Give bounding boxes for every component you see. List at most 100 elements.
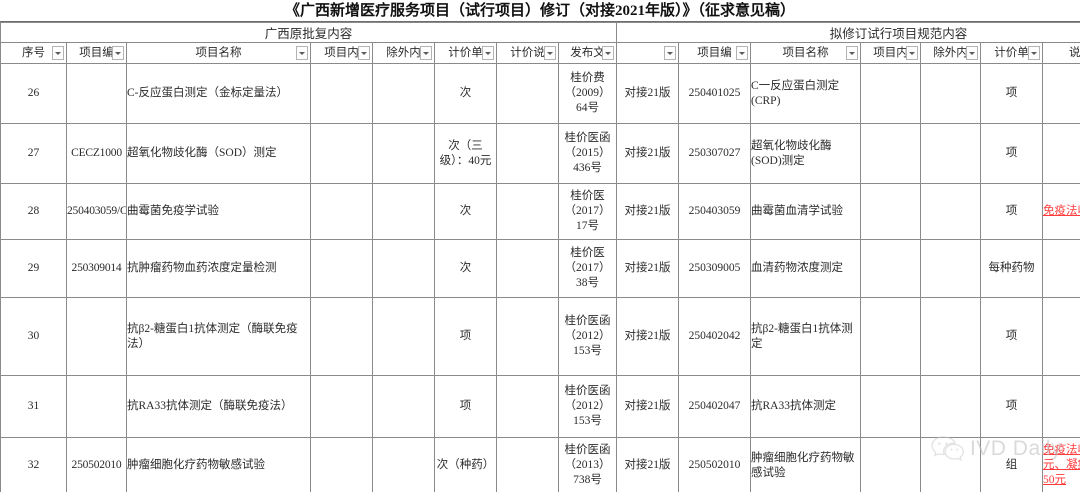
group-header-row: 广西原批复内容 拟修订试行项目规范内容 bbox=[0, 22, 1080, 43]
cell-right-unit: 项 bbox=[980, 183, 1044, 240]
cell-right-version: 对接21版 bbox=[616, 183, 680, 240]
cell-right-unit: 组 bbox=[980, 437, 1044, 492]
cell-seq: 31 bbox=[0, 375, 67, 438]
cell-left-content bbox=[310, 297, 373, 376]
cell-left-pricenote bbox=[496, 63, 559, 124]
cell-left-exclusion bbox=[372, 123, 435, 184]
price-item-table: 广西原批复内容 拟修订试行项目规范内容 序号 项目编 项目名称 项目内 除外内 计价单 计价说 发… bbox=[0, 22, 1080, 492]
col-right-exclusion: 除外内 bbox=[920, 42, 982, 64]
col-left-code-label: 项目编 bbox=[79, 46, 114, 59]
cell-right-name: 血清药物浓度测定 bbox=[750, 239, 862, 298]
cell-right-name: 抗RA33抗体测定 bbox=[750, 375, 862, 438]
col-right-content: 项目内 bbox=[860, 42, 922, 64]
filter-dropdown-icon[interactable] bbox=[482, 46, 494, 60]
col-right-name: 项目名称 bbox=[750, 42, 862, 64]
cell-right-unit: 每种药物 bbox=[980, 239, 1044, 298]
cell-left-content bbox=[310, 63, 373, 124]
cell-right-version: 对接21版 bbox=[616, 239, 680, 298]
cell-right-name: C一反应蛋白测定(CRP) bbox=[750, 63, 862, 124]
cell-left-code: CECZ1000 bbox=[66, 123, 127, 184]
cell-right-code: 250402042 bbox=[678, 297, 752, 376]
cell-left-unit: 次（三级）：40元 bbox=[434, 123, 497, 184]
filter-dropdown-icon[interactable] bbox=[664, 46, 677, 60]
cell-seq: 27 bbox=[0, 123, 67, 184]
cell-right-content bbox=[860, 183, 922, 240]
cell-right-content bbox=[860, 375, 922, 438]
cell-right-code: 250307027 bbox=[678, 123, 752, 184]
cell-left-name: 超氧化物歧化酶（SOD）测定 bbox=[126, 123, 311, 184]
cell-right-version: 对接21版 bbox=[616, 437, 680, 492]
cell-right-note bbox=[1042, 375, 1080, 438]
col-left-name-label: 项目名称 bbox=[195, 46, 242, 59]
cell-left-code: 250502010 bbox=[66, 437, 127, 492]
cell-left-pricenote bbox=[496, 375, 559, 438]
cell-left-code bbox=[66, 63, 127, 124]
cell-left-content bbox=[310, 437, 373, 492]
red-annotation: 免疫法收56元、凝集法收50元 bbox=[1043, 444, 1080, 486]
table-row: 31 抗RA33抗体测定（酶联免疫法）项桂价医函（2012）153号 对接21版 25… bbox=[0, 375, 1080, 438]
col-seq: 序号 bbox=[0, 42, 67, 64]
table-row: 32 250502010 肿瘤细胞化疗药物敏感试验 次（种药） 桂价医函（2013）73… bbox=[0, 437, 1080, 492]
cell-left-name: 抗RA33抗体测定（酶联免疫法） bbox=[126, 375, 311, 438]
cell-left-code bbox=[66, 297, 127, 376]
cell-seq: 26 bbox=[0, 63, 67, 124]
cell-left-docno: 桂价医函（2013）738号 bbox=[557, 437, 618, 492]
filter-dropdown-icon[interactable] bbox=[420, 46, 432, 60]
cell-right-content bbox=[860, 297, 922, 376]
cell-left-content bbox=[310, 375, 373, 438]
cell-left-name: 肿瘤细胞化疗药物敏感试验 bbox=[126, 437, 311, 492]
cell-left-docno: 桂价医函（2015）436号 bbox=[557, 123, 618, 184]
cell-right-content bbox=[860, 123, 922, 184]
cell-left-exclusion bbox=[372, 239, 435, 298]
col-right-code-label: 项目编 bbox=[697, 46, 732, 59]
filter-dropdown-icon[interactable] bbox=[736, 46, 749, 60]
cell-right-name: 抗β2-糖蛋白1抗体测定 bbox=[750, 297, 862, 376]
filter-dropdown-icon[interactable] bbox=[296, 46, 308, 60]
col-right-note: 说明 bbox=[1042, 42, 1080, 64]
cell-right-exclusion bbox=[920, 63, 982, 124]
cell-left-pricenote bbox=[496, 239, 559, 298]
cell-right-exclusion bbox=[920, 239, 982, 298]
cell-right-name: 曲霉菌血清学试验 bbox=[750, 183, 862, 240]
cell-right-unit: 项 bbox=[980, 63, 1044, 124]
cell-left-name: C-反应蛋白测定（金标定量法） bbox=[126, 63, 311, 124]
filter-dropdown-icon[interactable] bbox=[906, 46, 919, 60]
cell-right-version: 对接21版 bbox=[616, 63, 680, 124]
col-left-content-label: 项目内 bbox=[324, 46, 359, 59]
col-left-exclusion-label: 除外内 bbox=[386, 46, 421, 59]
col-right-exclusion-label: 除外内 bbox=[933, 46, 968, 59]
cell-right-name: 肿瘤细胞化疗药物敏感试验 bbox=[750, 437, 862, 492]
col-right-version bbox=[616, 42, 680, 64]
col-left-docno: 发布文 bbox=[557, 42, 618, 64]
col-right-code: 项目编 bbox=[678, 42, 752, 64]
cell-left-unit: 项 bbox=[434, 375, 497, 438]
cell-seq: 32 bbox=[0, 437, 67, 492]
col-right-unit: 计价单 bbox=[980, 42, 1044, 64]
table-row: 29 250309014 抗肿瘤药物血药浓度定量检测 次 桂价医（2017）38号 对接2… bbox=[0, 239, 1080, 298]
cell-right-unit: 项 bbox=[980, 375, 1044, 438]
filter-dropdown-icon[interactable] bbox=[966, 46, 979, 60]
cell-left-pricenote bbox=[496, 123, 559, 184]
cell-left-docno: 桂价医（2017）38号 bbox=[557, 239, 618, 298]
cell-right-content bbox=[860, 437, 922, 492]
table-body: 广西原批复内容 拟修订试行项目规范内容 序号 项目编 项目名称 项目内 除外内 计价单 计价说 发… bbox=[0, 22, 1080, 492]
cell-left-content bbox=[310, 239, 373, 298]
filter-dropdown-icon[interactable] bbox=[112, 46, 124, 60]
cell-right-code: 250401025 bbox=[678, 63, 752, 124]
filter-dropdown-icon[interactable] bbox=[52, 46, 64, 60]
cell-right-unit: 项 bbox=[980, 297, 1044, 376]
col-right-unit-label: 计价单 bbox=[994, 46, 1029, 59]
filter-dropdown-icon[interactable] bbox=[846, 46, 859, 60]
col-left-code: 项目编 bbox=[66, 42, 127, 64]
cell-left-name: 抗β2-糖蛋白1抗体测定（酶联免疫法） bbox=[126, 297, 311, 376]
filter-dropdown-icon[interactable] bbox=[602, 46, 615, 60]
cell-left-docno: 桂价费（2009）64号 bbox=[557, 63, 618, 124]
cell-right-code: 250502010 bbox=[678, 437, 752, 492]
filter-dropdown-icon[interactable] bbox=[358, 46, 370, 60]
filter-dropdown-icon[interactable] bbox=[1028, 46, 1041, 60]
column-header-row: 序号 项目编 项目名称 项目内 除外内 计价单 计价说 发布文 项目编 项目名称 项目内 除外内 计价单… bbox=[0, 42, 1080, 64]
filter-dropdown-icon[interactable] bbox=[544, 46, 556, 60]
col-right-note-label: 说明 bbox=[1069, 46, 1080, 59]
cell-right-name: 超氧化物歧化酶(SOD)测定 bbox=[750, 123, 862, 184]
